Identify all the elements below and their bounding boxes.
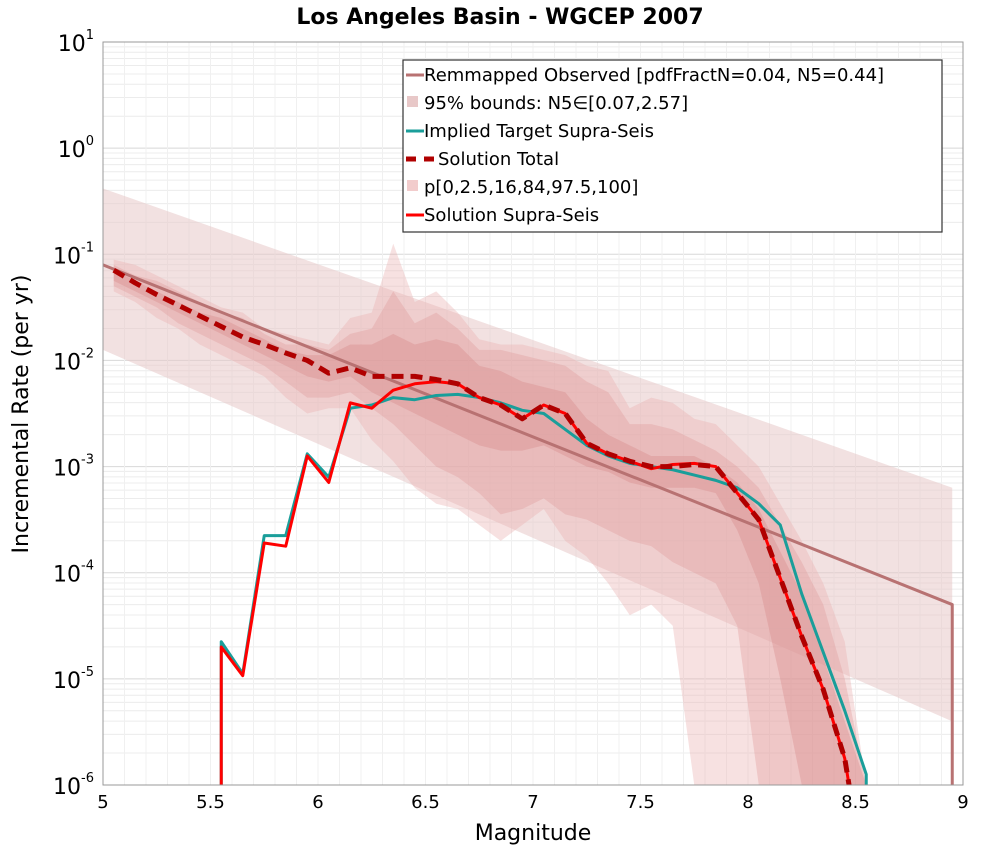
y-tick-exponent: -2	[81, 346, 94, 361]
y-tick-label: 10-3	[53, 453, 94, 482]
y-tick-base: 10	[53, 669, 81, 694]
y-tick-base: 10	[53, 350, 81, 375]
legend-entry-label: Solution Total	[438, 149, 559, 170]
series-lines	[102, 263, 954, 786]
legend-swatch-box	[407, 96, 418, 107]
y-tick-base: 10	[53, 775, 81, 800]
y-tick-base: 10	[53, 563, 81, 588]
band-p2.5-97.5	[113, 264, 867, 785]
x-tick-label: 5	[97, 792, 108, 813]
x-tick-label: 8.5	[841, 792, 870, 813]
y-axis-label: Incremental Rate (per yr)	[9, 275, 34, 554]
y-tick-label: 10-2	[53, 346, 94, 375]
y-tick-label: 101	[58, 28, 94, 57]
y-tick-exponent: 1	[86, 28, 94, 43]
y-tick-label: 10-6	[53, 771, 94, 800]
x-tick-label: 7.5	[626, 792, 655, 813]
series-total-line	[112, 268, 852, 786]
y-tick-label: 10-4	[53, 559, 94, 588]
band-p16-84	[113, 270, 867, 785]
x-tick-label: 5.5	[196, 792, 225, 813]
y-tick-base: 10	[53, 244, 81, 269]
legend-entry-label: Remmapped Observed [pdfFractN=0.04, N5=0…	[424, 65, 884, 86]
y-tick-label: 10-5	[53, 665, 94, 694]
y-tick-label: 100	[58, 134, 94, 163]
y-tick-exponent: -6	[81, 771, 94, 786]
x-tick-label: 8	[742, 792, 753, 813]
plot-frame	[102, 41, 964, 786]
y-tick-exponent: -4	[81, 559, 94, 574]
y-tick-exponent: -1	[81, 240, 94, 255]
band-95pct-bounds	[103, 188, 953, 785]
bands	[103, 188, 953, 785]
x-tick-labels: 5 5.5 6 6.5 7 7.5 8 8.5 9	[97, 792, 968, 813]
y-tick-exponent: -3	[81, 453, 94, 468]
legend-box	[402, 59, 943, 233]
y-tick-label: 10-1	[53, 240, 94, 269]
x-axis-label: Magnitude	[475, 821, 592, 846]
y-tick-exponent: -5	[81, 665, 94, 680]
legend-entry-label: p[0,2.5,16,84,97.5,100]	[424, 177, 638, 198]
chart-title: Los Angeles Basin - WGCEP 2007	[296, 5, 703, 30]
series-observed-line	[102, 263, 954, 785]
legend-entry-label: Solution Supra-Seis	[424, 205, 599, 226]
x-tick-label: 6	[312, 792, 323, 813]
legend: Remmapped Observed [pdfFractN=0.04, N5=0…	[402, 59, 943, 233]
y-tick-base: 10	[58, 138, 86, 163]
y-tick-base: 10	[58, 32, 86, 57]
legend-entry-label: 95% bounds: N5∈[0.07,2.57]	[424, 93, 688, 114]
band-p0-100	[113, 243, 867, 785]
legend-entry-label: Implied Target Supra-Seis	[424, 121, 654, 142]
x-tick-label: 9	[957, 792, 968, 813]
legend-swatch-box	[407, 180, 418, 191]
x-tick-label: 7	[527, 792, 538, 813]
y-tick-base: 10	[53, 457, 81, 482]
x-tick-label: 6.5	[411, 792, 440, 813]
series-target-line	[219, 392, 868, 785]
y-tick-exponent: 0	[86, 134, 94, 149]
